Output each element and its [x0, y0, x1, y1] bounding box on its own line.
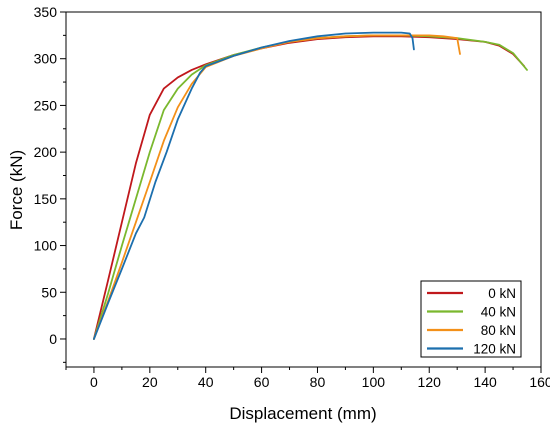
legend-label: 80 kN [481, 323, 516, 338]
series-lines [93, 31, 528, 340]
x-axis-ticks: 0 20 40 60 80 100 120 140 160 [65, 367, 550, 390]
legend-label: 0 kN [488, 286, 516, 301]
y-tick-label: 150 [34, 191, 58, 207]
y-tick-label: 0 [49, 331, 57, 347]
legend: 0 kN 40 kN 80 kN 120 kN [420, 280, 522, 358]
x-axis-title: Displacement (mm) [229, 404, 376, 423]
y-tick-label: 350 [34, 4, 58, 20]
y-tick-label: 100 [34, 238, 58, 254]
y-tick-label: 200 [34, 144, 58, 160]
x-tick-label: 0 [90, 374, 98, 390]
x-tick-label: 140 [473, 374, 497, 390]
y-tick-label: 50 [41, 284, 57, 300]
x-tick-label: 60 [254, 374, 270, 390]
series-line-120-kn [93, 31, 415, 340]
y-tick-label: 300 [34, 51, 58, 67]
x-tick-label: 80 [310, 374, 326, 390]
legend-label: 40 kN [481, 305, 516, 320]
series-line-80-kn [93, 34, 461, 340]
y-tick-label: 250 [34, 97, 58, 113]
x-tick-label: 120 [418, 374, 442, 390]
legend-label: 120 kN [473, 342, 516, 357]
x-tick-label: 20 [142, 374, 158, 390]
x-tick-label: 40 [198, 374, 214, 390]
y-axis-ticks: 0 50 100 150 200 250 300 350 [34, 4, 66, 363]
x-tick-label: 160 [529, 374, 550, 390]
y-axis-title: Force (kN) [7, 150, 26, 230]
x-tick-label: 100 [362, 374, 386, 390]
plot-frame [65, 11, 542, 368]
